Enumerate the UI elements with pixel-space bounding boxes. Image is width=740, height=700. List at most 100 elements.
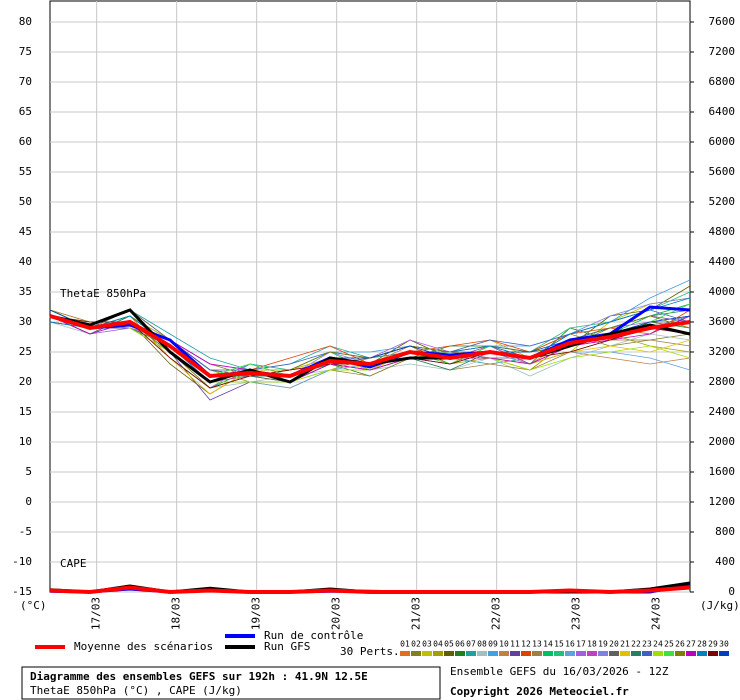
y-tick-label: 20 bbox=[19, 375, 32, 388]
subtitle: ThetaE 850hPa (°C) , CAPE (J/kg) bbox=[30, 684, 242, 697]
y-tick-label: 30 bbox=[19, 315, 32, 328]
y2-tick-label: 4400 bbox=[709, 255, 736, 268]
y2-tick-label: 6400 bbox=[709, 105, 736, 118]
y-tick-label: -10 bbox=[12, 555, 32, 568]
x-tick-label: 17/03 bbox=[90, 597, 103, 630]
legend-swatch bbox=[653, 651, 663, 656]
y-tick-label: 75 bbox=[19, 45, 32, 58]
legend-swatch bbox=[719, 651, 729, 656]
y-tick-label: 70 bbox=[19, 75, 32, 88]
legend-label: 25 bbox=[664, 640, 674, 649]
legend-swatch bbox=[609, 651, 619, 656]
legend-swatch bbox=[532, 651, 542, 656]
legend-label: 03 bbox=[422, 640, 432, 649]
info-box bbox=[21, 666, 441, 700]
y-tick-label: 10 bbox=[19, 435, 32, 448]
legend-swatch bbox=[411, 651, 421, 656]
legend-label: Run GFS bbox=[264, 640, 310, 653]
cape-label: CAPE bbox=[60, 557, 87, 570]
y2-tick-label: 2400 bbox=[709, 405, 736, 418]
y2-tick-label: 4800 bbox=[709, 225, 736, 238]
y2-tick-label: 6800 bbox=[709, 75, 736, 88]
legend-label: 11 bbox=[510, 640, 520, 649]
legend-label: 01 bbox=[400, 640, 410, 649]
legend-swatch bbox=[466, 651, 476, 656]
legend-swatch bbox=[400, 651, 410, 656]
y-tick-label: 80 bbox=[19, 15, 32, 28]
y-tick-label: -15 bbox=[12, 585, 32, 598]
legend-swatch bbox=[697, 651, 707, 656]
legend-swatch bbox=[444, 651, 454, 656]
legend-swatch bbox=[499, 651, 509, 656]
y2-tick-label: 800 bbox=[715, 525, 735, 538]
legend-swatch bbox=[521, 651, 531, 656]
legend-swatch bbox=[576, 651, 586, 656]
run-info: Ensemble GEFS du 16/03/2026 - 12Z bbox=[450, 665, 669, 678]
y2-tick-label: 6000 bbox=[709, 135, 736, 148]
legend-label: Moyenne des scénarios bbox=[74, 640, 213, 653]
y2-tick-label: 1600 bbox=[709, 465, 736, 478]
legend-swatch bbox=[477, 651, 487, 656]
run-line bbox=[49, 585, 691, 595]
legend-label: 15 bbox=[554, 640, 564, 649]
copyright: Copyright 2026 Meteociel.fr bbox=[450, 685, 629, 698]
legend-label: 26 bbox=[675, 640, 685, 649]
y-tick-label: 60 bbox=[19, 135, 32, 148]
y2-tick-label: 2800 bbox=[709, 375, 736, 388]
y-tick-label: 0 bbox=[25, 495, 32, 508]
legend-label: 16 bbox=[565, 640, 575, 649]
x-tick-label: 24/03 bbox=[650, 597, 663, 630]
legend-swatch bbox=[543, 651, 553, 656]
legend-label: 12 bbox=[521, 640, 531, 649]
legend-label: Run de contrôle bbox=[264, 629, 363, 642]
legend-label: 10 bbox=[499, 640, 509, 649]
y-tick-label: 65 bbox=[19, 105, 32, 118]
legend-swatch bbox=[488, 651, 498, 656]
x-tick-label: 23/03 bbox=[570, 597, 583, 630]
legend-swatch bbox=[620, 651, 630, 656]
legend-label: 17 bbox=[576, 640, 586, 649]
legend-swatch bbox=[642, 651, 652, 656]
legend-label: 22 bbox=[631, 640, 641, 649]
y-unit: (°C) bbox=[20, 599, 47, 612]
y-tick-label: -5 bbox=[19, 525, 32, 538]
y2-tick-label: 5600 bbox=[709, 165, 736, 178]
y-tick-label: 40 bbox=[19, 255, 32, 268]
legend-label: 19 bbox=[598, 640, 608, 649]
legend-label: 24 bbox=[653, 640, 663, 649]
x-tick-label: 20/03 bbox=[330, 597, 343, 630]
y2-tick-label: 4000 bbox=[709, 285, 736, 298]
legend-label: 09 bbox=[488, 640, 498, 649]
x-tick-label: 21/03 bbox=[410, 597, 423, 630]
y2-tick-label: 5200 bbox=[709, 195, 736, 208]
legend-label: 08 bbox=[477, 640, 487, 649]
legend-swatch bbox=[675, 651, 685, 656]
y2-tick-label: 0 bbox=[728, 585, 735, 598]
legend-label: 30 bbox=[719, 640, 729, 649]
legend-label: 07 bbox=[466, 640, 476, 649]
legend-swatch bbox=[708, 651, 718, 656]
y2-tick-label: 1200 bbox=[709, 495, 736, 508]
x-tick-label: 22/03 bbox=[490, 597, 503, 630]
legend-label: 27 bbox=[686, 640, 696, 649]
y-tick-label: 55 bbox=[19, 165, 32, 178]
legend-label: 29 bbox=[708, 640, 718, 649]
legend-label: 14 bbox=[543, 640, 553, 649]
legend-swatch bbox=[631, 651, 641, 656]
y2-tick-label: 3600 bbox=[709, 315, 736, 328]
x-tick-label: 19/03 bbox=[250, 597, 263, 630]
x-tick-label: 18/03 bbox=[170, 597, 183, 630]
run-line bbox=[49, 314, 691, 379]
legend-label: 13 bbox=[532, 640, 542, 649]
y2-tick-label: 3200 bbox=[709, 345, 736, 358]
y2-tick-label: 7600 bbox=[709, 15, 736, 28]
legend-swatch bbox=[510, 651, 520, 656]
perts-label: 30 Perts. bbox=[340, 645, 400, 658]
y-tick-label: 15 bbox=[19, 405, 32, 418]
title: Diagramme des ensembles GEFS sur 192h : … bbox=[30, 670, 368, 683]
legend-swatch bbox=[664, 651, 674, 656]
plot-frame bbox=[49, 0, 691, 593]
legend-label: 05 bbox=[444, 640, 454, 649]
y2-tick-label: 400 bbox=[715, 555, 735, 568]
